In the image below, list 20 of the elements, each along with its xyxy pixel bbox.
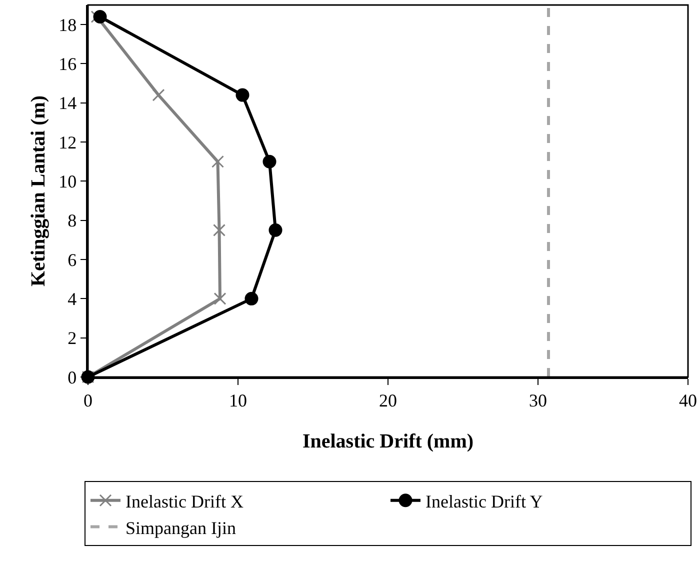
y-tick-label: 18 <box>58 14 77 35</box>
x-tick-label: 0 <box>84 390 92 410</box>
y-tick-label: 2 <box>68 328 77 348</box>
x-tick-label: 10 <box>229 390 247 410</box>
x-tick-label: 40 <box>679 390 697 410</box>
x-axis-title: Inelastic Drift (mm) <box>302 430 474 452</box>
legend-label: Inelastic Drift Y <box>426 491 543 512</box>
legend-label: Simpangan Ijin <box>126 518 236 538</box>
y-tick-label: 8 <box>68 210 77 231</box>
y-tick-label: 10 <box>58 172 77 192</box>
y-tick-label: 0 <box>68 367 77 388</box>
y-tick-label: 4 <box>68 288 77 309</box>
y-tick-label: 14 <box>58 93 77 114</box>
x-tick-label: 20 <box>379 390 397 410</box>
y-tick-label: 6 <box>68 250 77 270</box>
legend-label: Inelastic Drift X <box>126 491 244 512</box>
y-tick-label: 16 <box>58 54 77 74</box>
y-axis-title: Ketinggian Lantai (m) <box>28 95 50 287</box>
y-tick-label: 12 <box>58 132 77 152</box>
x-tick-label: 30 <box>529 390 547 410</box>
